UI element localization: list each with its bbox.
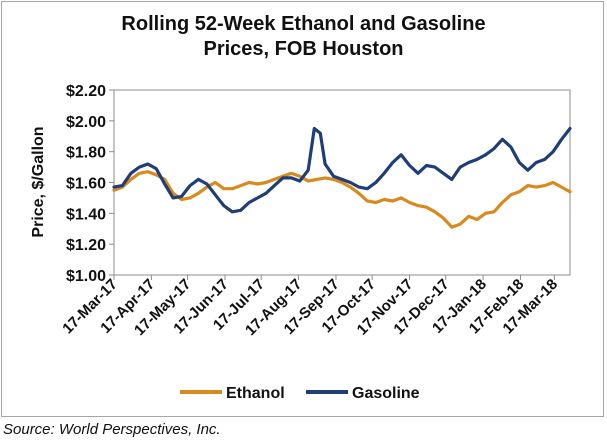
source-note: Source: World Perspectives, Inc. [3, 421, 221, 438]
line-chart: $1.00 $1.20 $1.40 $1.60 $1.80 $2.00 $2.20 17-M… [30, 83, 572, 400]
y-tick-label: $2.20 [66, 83, 106, 100]
y-tick-label: $1.20 [66, 237, 106, 254]
legend: Ethanol Gasoline [180, 385, 420, 400]
chart-title-line-2: Prices, FOB Houston [203, 38, 404, 60]
y-tick-label: $1.40 [66, 206, 106, 223]
y-axis-label: Price, $/Gallon [30, 126, 47, 237]
legend-label-gasoline: Gasoline [352, 385, 420, 400]
y-tick-label: $1.00 [66, 268, 106, 285]
legend-label-ethanol: Ethanol [226, 385, 285, 400]
x-axis: 17-Mar-1717-Apr-1717-May-1717-Jun-1717-J… [59, 275, 561, 339]
series-layer [112, 126, 572, 229]
chart-frame [1, 1, 604, 417]
series-line-ethanol [112, 170, 572, 229]
y-tick-label: $1.60 [66, 176, 106, 193]
chart-title: Rolling 52-Week Ethanol and Gasoline Pri… [0, 12, 607, 62]
y-tick-label: $1.80 [66, 145, 106, 162]
series-line-gasoline [112, 126, 572, 214]
y-axis: $1.00 $1.20 $1.40 $1.60 $1.80 $2.00 $2.20 [66, 83, 114, 285]
y-tick-label: $2.00 [66, 114, 106, 131]
chart-title-line-1: Rolling 52-Week Ethanol and Gasoline [121, 13, 486, 35]
